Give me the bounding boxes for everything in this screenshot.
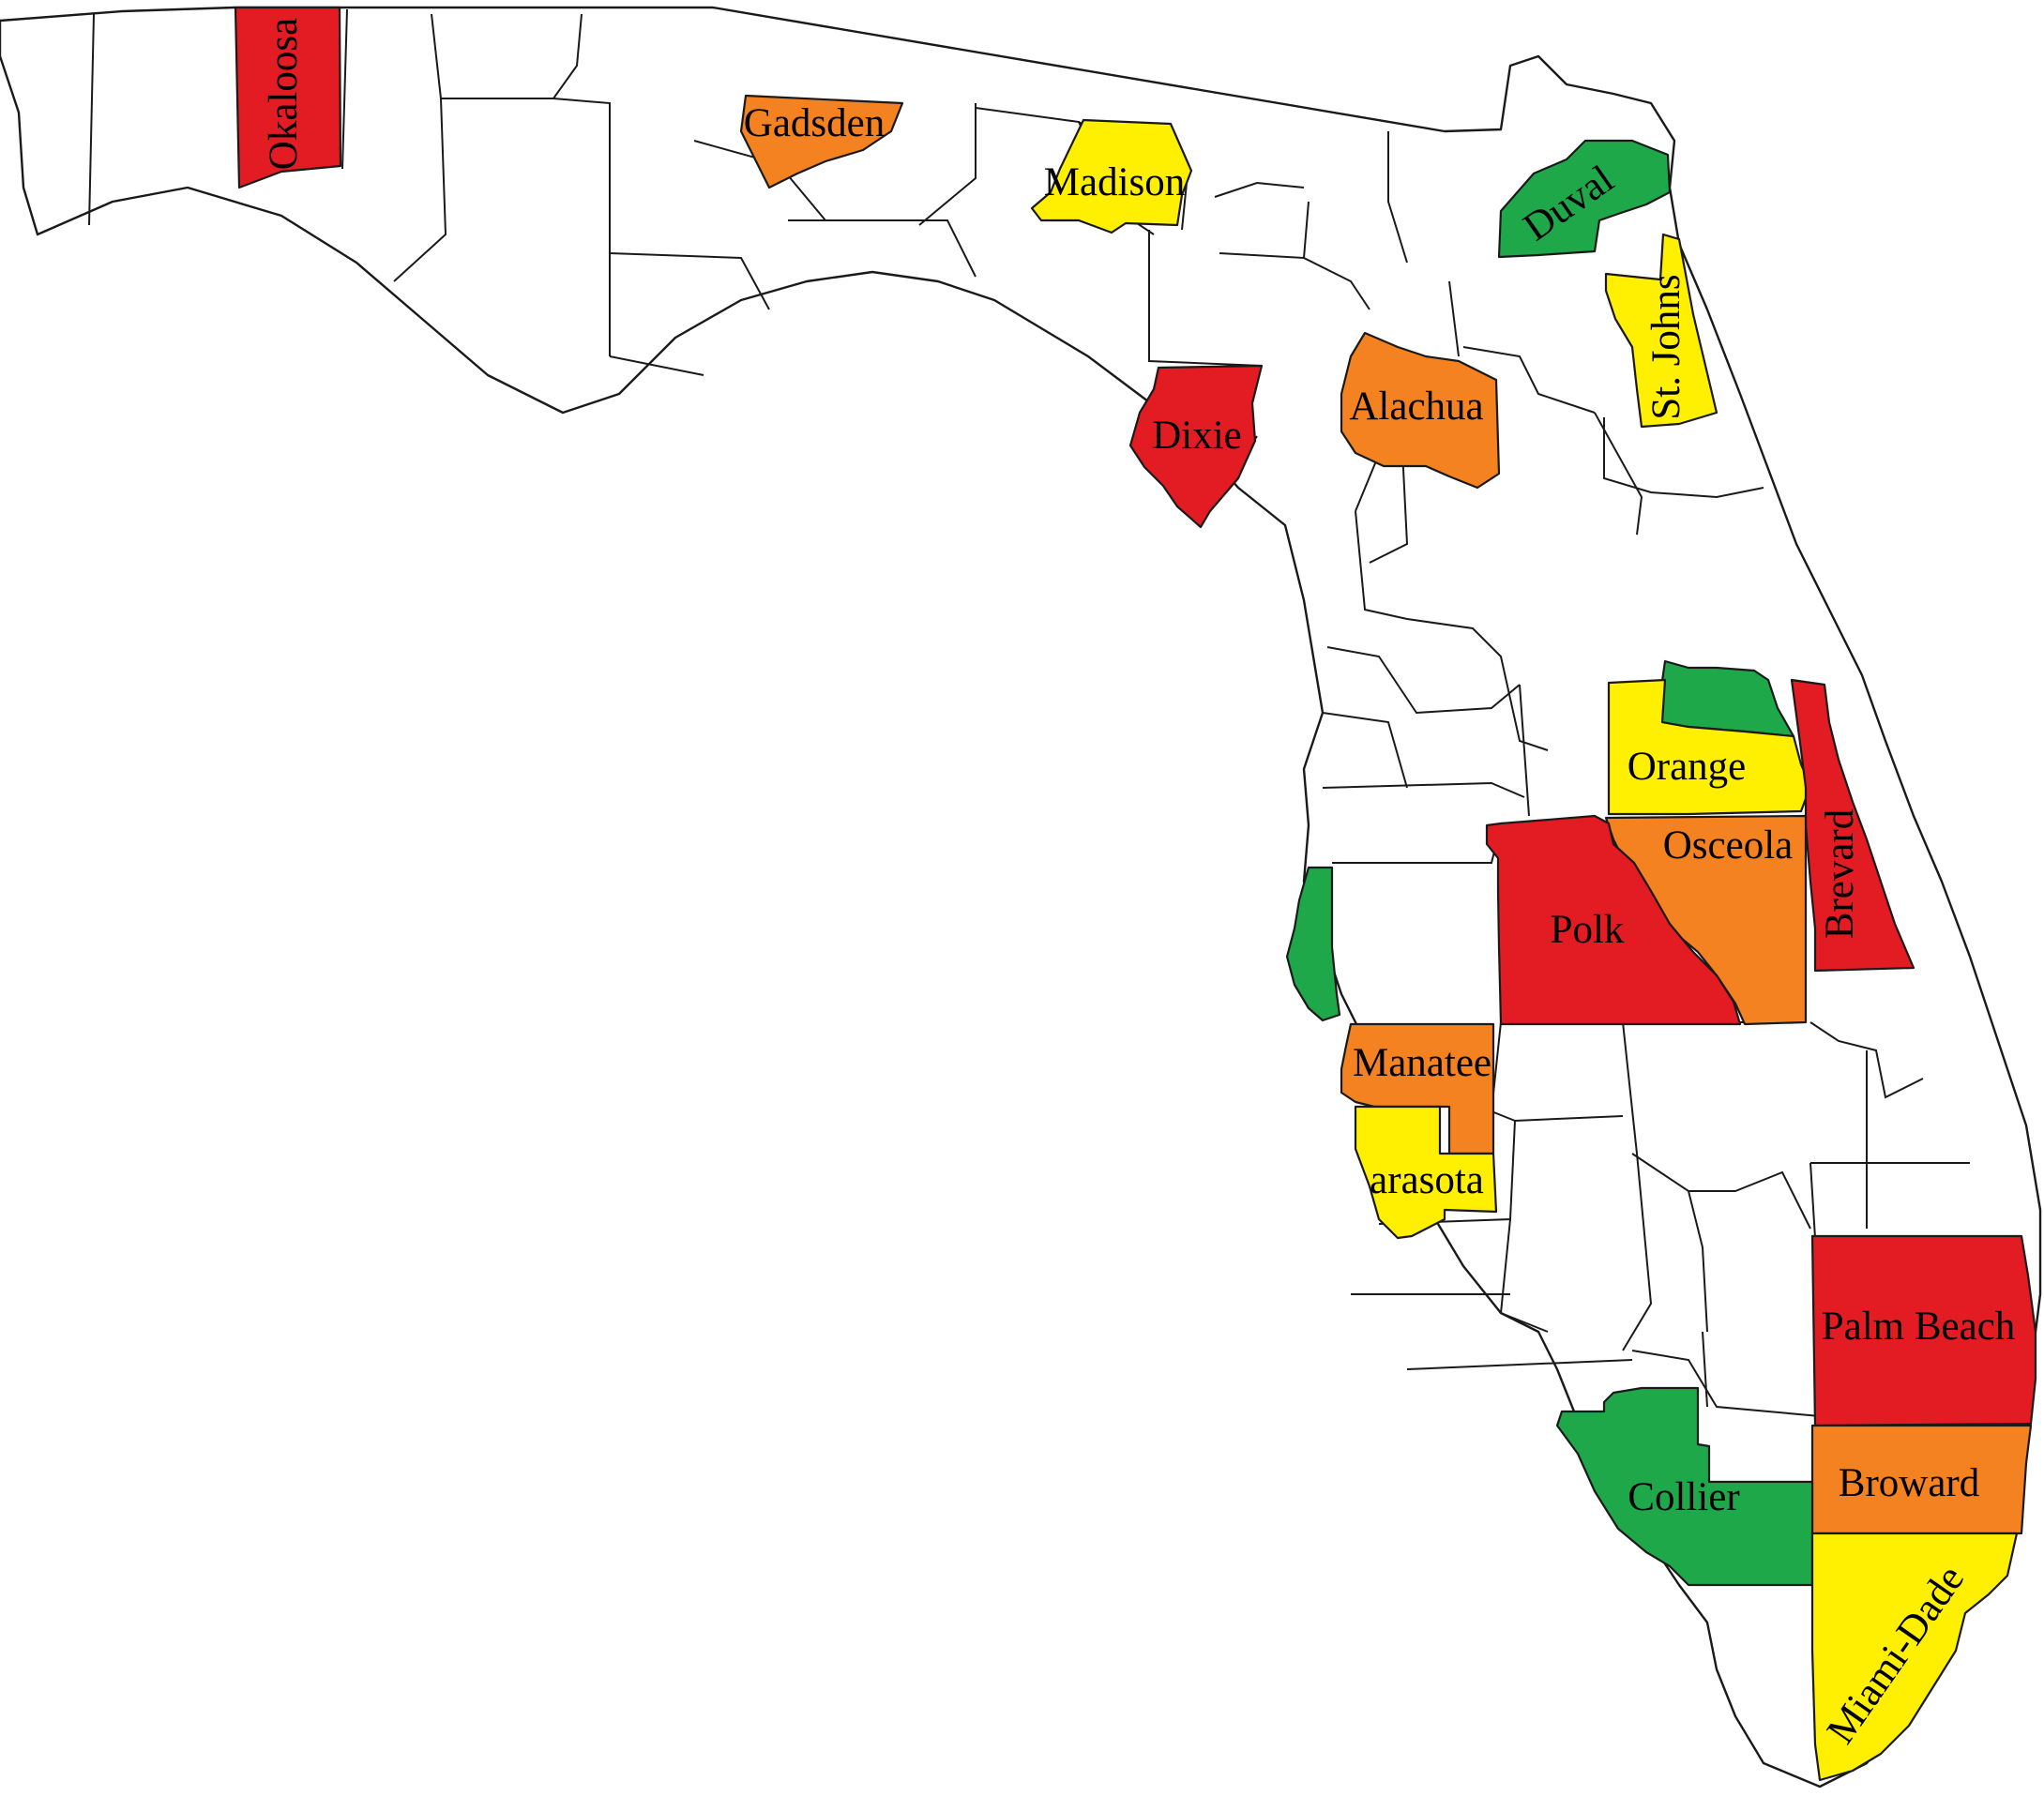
county-st-johns[interactable] [1604,233,1718,429]
label-brevard: Brevard [1818,809,1862,940]
county-madison[interactable] [1030,118,1193,234]
label-alachua: Alachua [1349,385,1483,429]
label-osceola: Osceola [1663,823,1794,868]
county-brevard[interactable] [1790,678,1915,973]
label-st-johns: St. Johns [1644,274,1688,419]
county-alachua[interactable] [1340,331,1501,490]
label-broward: Broward [1839,1461,1979,1505]
label-polk: Polk [1551,908,1625,952]
county-sarasota[interactable] [1354,1105,1498,1240]
label-collier: Collier [1628,1475,1739,1519]
label-gadsden: Gadsden [744,101,885,145]
label-manatee: Manatee [1353,1041,1491,1085]
county-gadsden[interactable] [739,94,904,189]
label-madison: Madison [1044,160,1186,204]
label-sarasota: arasota [1370,1158,1484,1202]
label-dixie: Dixie [1152,414,1242,458]
label-palm-beach: Palm Beach [1822,1305,2016,1349]
county-polk[interactable] [1485,814,1742,1026]
county-dixie[interactable] [1128,364,1264,529]
county-okaloosa[interactable] [234,6,342,189]
county-miami-dade[interactable] [1810,1532,2019,1782]
county-duval[interactable] [1497,139,1672,259]
county-pinellas[interactable] [1285,866,1341,1022]
county-collier[interactable] [1555,1386,1814,1587]
county-orange[interactable] [1607,678,1812,816]
label-orange: Orange [1628,745,1747,789]
label-okaloosa: Okaloosa [262,18,306,170]
